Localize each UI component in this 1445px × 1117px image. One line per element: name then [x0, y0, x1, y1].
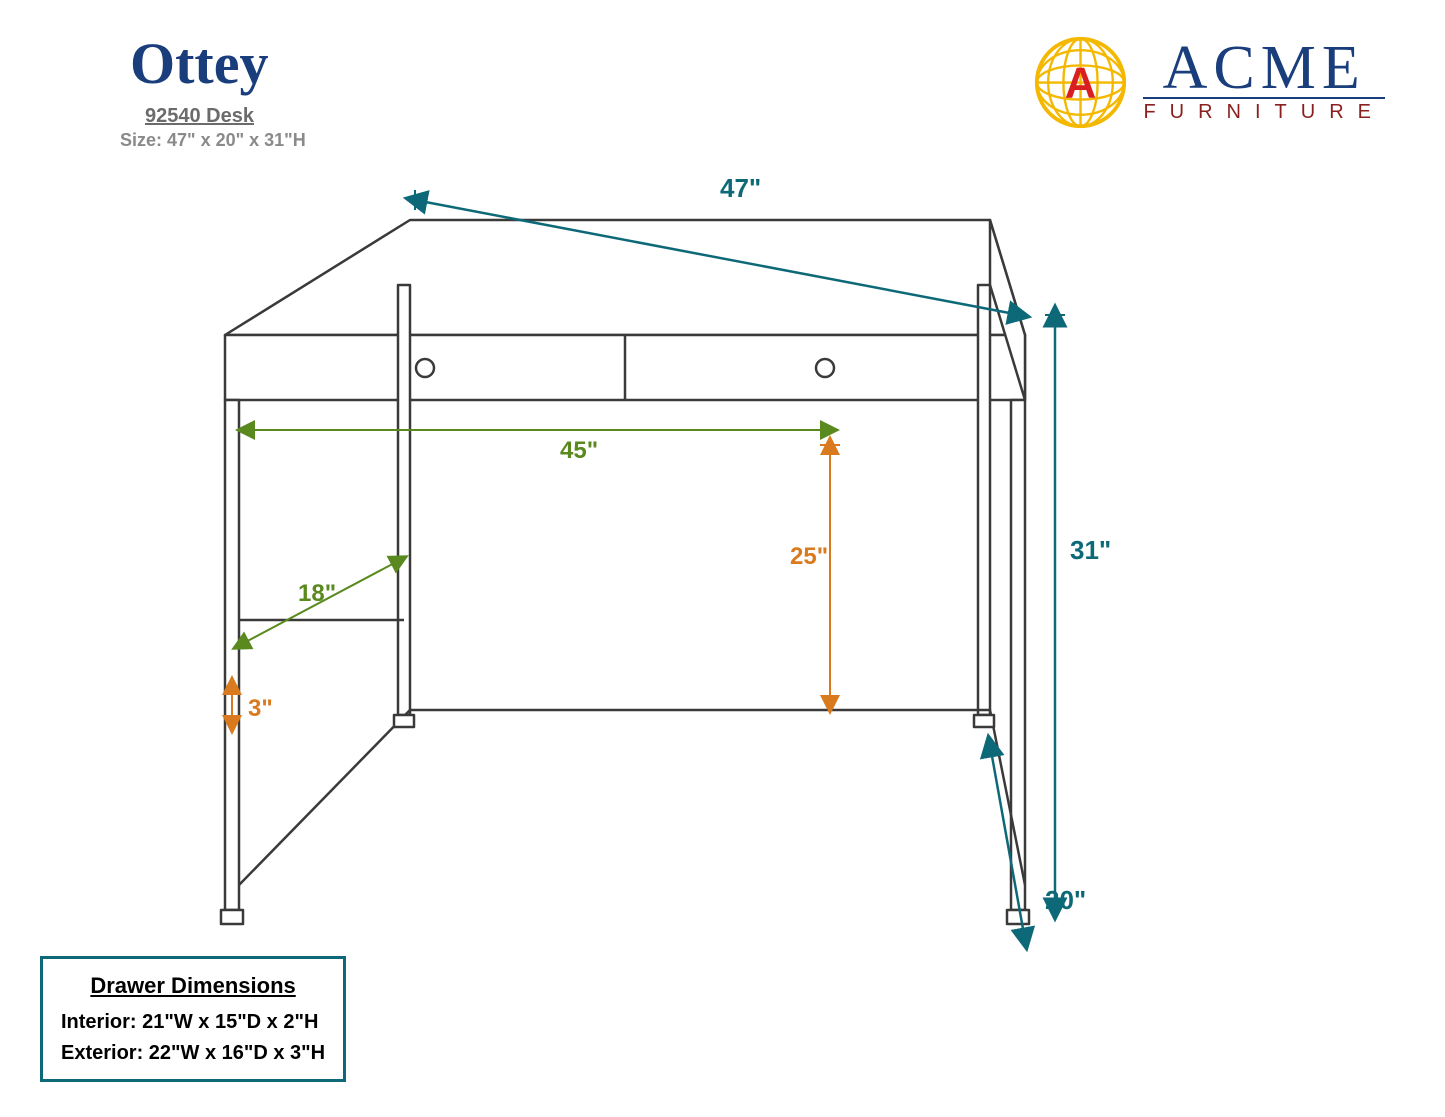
- technical-diagram: 47" 31" 20" 45" 18" 25" 3": [190, 165, 1110, 955]
- dim-clearance: 25": [790, 543, 828, 571]
- drawer-interior: Interior: 21"W x 15"D x 2"H: [61, 1011, 325, 1034]
- desk-drawing: [190, 165, 1110, 955]
- drawer-exterior: Exterior: 22"W x 16"D x 3"H: [61, 1042, 325, 1065]
- product-sku: 92540 Desk: [145, 105, 254, 128]
- brand-subtitle: FURNITURE: [1143, 97, 1385, 124]
- dim-depth: 20": [1045, 885, 1086, 916]
- brand-logo: A ACME FURNITURE: [1033, 35, 1385, 130]
- globe-icon: A: [1033, 35, 1128, 130]
- dim-foot: 3": [248, 695, 273, 723]
- product-name: Ottey: [130, 30, 269, 97]
- dim-inner-depth: 18": [298, 580, 336, 608]
- header: Ottey 92540 Desk Size: 47" x 20" x 31"H …: [0, 20, 1445, 160]
- dim-inner-width: 45": [560, 437, 598, 465]
- drawer-dimensions-box: Drawer Dimensions Interior: 21"W x 15"D …: [40, 956, 346, 1082]
- drawer-box-title: Drawer Dimensions: [61, 973, 325, 999]
- svg-text:A: A: [1065, 59, 1097, 108]
- product-size: Size: 47" x 20" x 31"H: [120, 130, 306, 151]
- brand-name: ACME: [1163, 41, 1366, 97]
- dim-width: 47": [720, 173, 761, 204]
- dim-height: 31": [1070, 535, 1111, 566]
